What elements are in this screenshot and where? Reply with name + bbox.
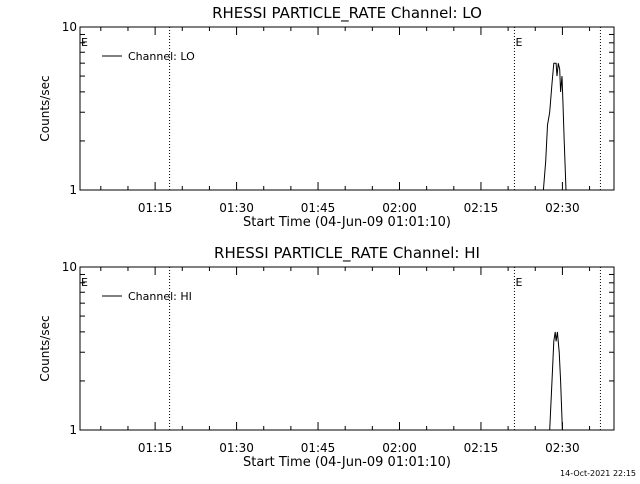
y-tick-label: 10 bbox=[62, 20, 77, 34]
y-axis-label: Counts/sec bbox=[38, 75, 52, 141]
x-tick-label: 01:45 bbox=[301, 201, 336, 215]
legend-entry: Channel: HI bbox=[128, 290, 192, 303]
series-line-0 bbox=[549, 331, 563, 431]
x-axis-label: Start Time (04-Jun-09 01:01:10) bbox=[243, 455, 451, 470]
event-marker-label: E bbox=[515, 36, 522, 49]
chart-title: RHESSI PARTICLE_RATE Channel: LO bbox=[212, 4, 482, 23]
legend-entry: Channel: LO bbox=[128, 50, 195, 63]
x-tick-label: 02:00 bbox=[382, 441, 417, 455]
event-marker-label: E bbox=[81, 276, 88, 289]
x-tick-label: 01:30 bbox=[219, 201, 254, 215]
x-tick-label: 02:00 bbox=[382, 201, 417, 215]
footer-timestamp: 14-Oct-2021 22:15 bbox=[560, 469, 636, 478]
chart-panel-0: RHESSI PARTICLE_RATE Channel: LO 01:15 01:… bbox=[38, 4, 615, 230]
x-tick-label: 02:15 bbox=[464, 201, 499, 215]
x-tick-label: 01:45 bbox=[301, 441, 336, 455]
chart-title: RHESSI PARTICLE_RATE Channel: HI bbox=[214, 244, 480, 263]
x-tick-label: 01:15 bbox=[138, 441, 173, 455]
x-tick-label: 02:30 bbox=[545, 441, 580, 455]
x-tick-label: 01:30 bbox=[219, 441, 254, 455]
y-axis-label: Counts/sec bbox=[38, 315, 52, 381]
event-marker-label: E bbox=[81, 36, 88, 49]
y-tick-label: 1 bbox=[69, 183, 77, 197]
series-line-0 bbox=[542, 62, 567, 191]
x-tick-label: 01:15 bbox=[138, 201, 173, 215]
x-axis-label: Start Time (04-Jun-09 01:01:10) bbox=[243, 215, 451, 230]
chart-panel-1: RHESSI PARTICLE_RATE Channel: HI 01:15 01:… bbox=[38, 244, 615, 470]
y-tick-label: 10 bbox=[62, 260, 77, 274]
plot-frame bbox=[79, 26, 615, 191]
plot-frame bbox=[79, 266, 615, 431]
y-tick-label: 1 bbox=[69, 423, 77, 437]
x-tick-label: 02:30 bbox=[545, 201, 580, 215]
event-marker-label: E bbox=[515, 276, 522, 289]
x-tick-label: 02:15 bbox=[464, 441, 499, 455]
